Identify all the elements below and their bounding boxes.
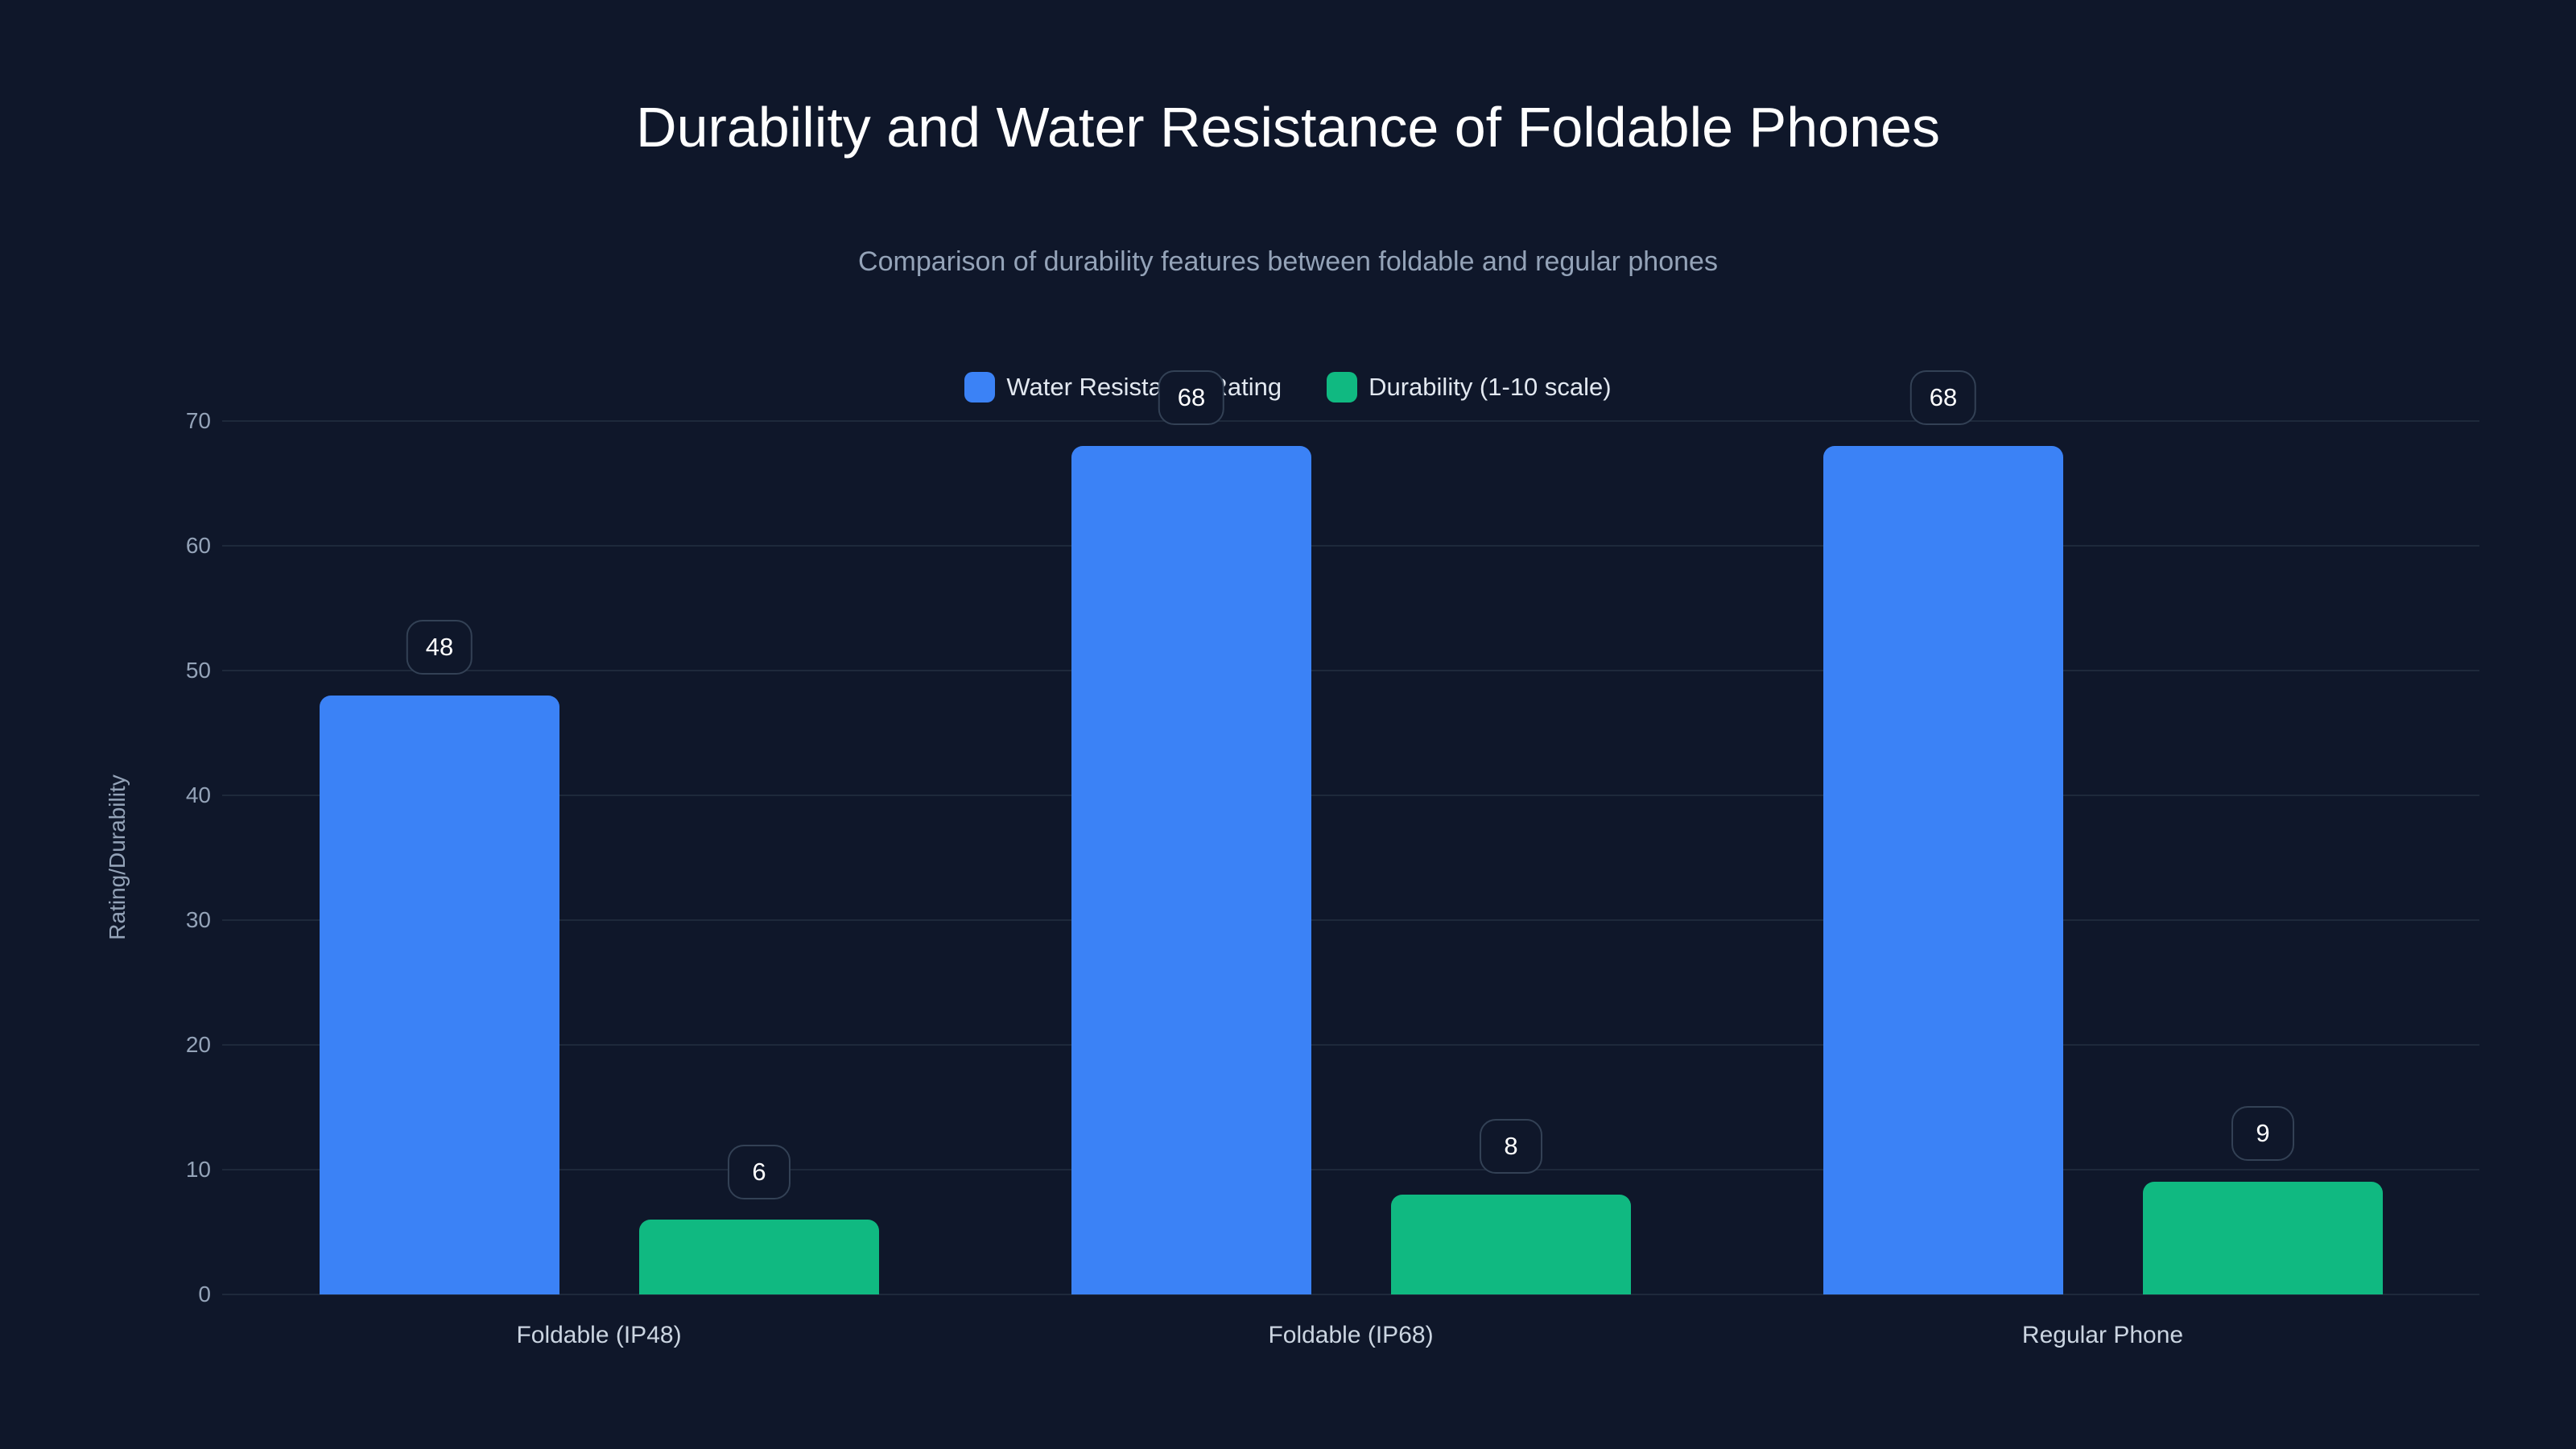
gridline xyxy=(222,1044,2479,1046)
value-label: 8 xyxy=(1480,1119,1542,1174)
y-tick: 20 xyxy=(185,1032,211,1057)
bar-water-foldable-ip68[interactable] xyxy=(1071,446,1311,1294)
legend-swatch-green-icon xyxy=(1327,372,1358,402)
x-tick-category: Regular Phone xyxy=(2021,1322,2184,1348)
bar-durability-regular-phone[interactable] xyxy=(2143,1182,2383,1294)
chart-title: Durability and Water Resistance of Folda… xyxy=(636,96,1940,159)
gridline xyxy=(222,1169,2479,1170)
gridline xyxy=(222,795,2479,796)
bar-durability-foldable-ip68[interactable] xyxy=(1391,1195,1631,1294)
gridline xyxy=(222,545,2479,547)
value-label: 9 xyxy=(2231,1106,2294,1161)
legend-item-water-resistance[interactable]: Water Resistance Rating xyxy=(964,372,1282,402)
y-tick: 30 xyxy=(185,907,211,932)
value-label: 68 xyxy=(1909,370,1977,425)
y-tick: 60 xyxy=(185,533,211,558)
y-axis-label: Rating/Durability xyxy=(105,774,130,940)
value-label: 48 xyxy=(406,620,473,675)
value-label: 6 xyxy=(728,1145,791,1199)
bar-water-regular-phone[interactable] xyxy=(1823,446,2063,1294)
value-label: 68 xyxy=(1158,370,1225,425)
y-tick: 0 xyxy=(198,1282,211,1307)
legend-item-durability[interactable]: Durability (1-10 scale) xyxy=(1327,372,1612,402)
y-tick: 40 xyxy=(185,782,211,807)
bar-water-foldable-ip48[interactable] xyxy=(320,696,559,1294)
chart-subtitle: Comparison of durability features betwee… xyxy=(858,246,1718,277)
legend-label: Water Resistance Rating xyxy=(1006,373,1282,401)
y-tick: 70 xyxy=(185,408,211,433)
x-axis-baseline xyxy=(222,1294,2479,1295)
y-tick: 50 xyxy=(185,658,211,683)
bar-durability-foldable-ip48[interactable] xyxy=(639,1220,879,1294)
gridline xyxy=(222,670,2479,671)
x-tick-category: Foldable (IP48) xyxy=(516,1322,682,1348)
legend: Water Resistance Rating Durability (1-10… xyxy=(0,372,2576,402)
x-tick-category: Foldable (IP68) xyxy=(1268,1322,1434,1348)
gridline xyxy=(222,420,2479,422)
gridline xyxy=(222,919,2479,921)
plot-area: 0 10 20 30 40 50 60 70 48 6 Foldable (IP… xyxy=(186,370,2479,1348)
legend-label: Durability (1-10 scale) xyxy=(1368,373,1612,401)
y-tick: 10 xyxy=(185,1157,211,1182)
legend-swatch-blue-icon xyxy=(964,372,996,402)
